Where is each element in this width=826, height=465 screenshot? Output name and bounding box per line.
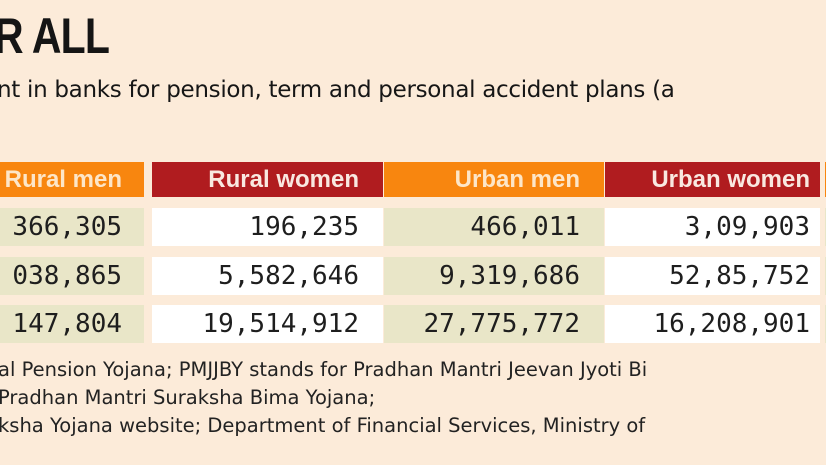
table-cell: 038,865 [0,257,144,295]
footnote-line: Pradhan Mantri Suraksha Bima Yojana; [0,386,376,409]
header-urban-women: Urban women [605,162,820,197]
subtitle: nt in banks for pension, term and person… [0,77,675,103]
table-cell: 196,235 [152,208,383,246]
header-urban-men: Urban men [384,162,604,197]
headline: R ALL [0,8,110,64]
table-cell: 5,582,646 [152,257,383,295]
header-rural-women: Rural women [152,162,383,197]
table-cell: 16,208,901 [605,305,820,343]
table-cell: 147,804 [0,305,144,343]
table-cell: 9,319,686 [384,257,604,295]
table-cell: 3,09,903 [605,208,820,246]
header-rural-men: Rural men [0,162,144,197]
table-cell: 366,305 [0,208,144,246]
source-line: ksha Yojana website; Department of Finan… [0,414,646,437]
table-cell: 27,775,772 [384,305,604,343]
table-cell: 52,85,752 [605,257,820,295]
footnotes: al Pension Yojana; PMJJBY stands for Pra… [0,356,647,440]
table-cell: 19,514,912 [152,305,383,343]
table-cell: 466,011 [384,208,604,246]
footnote-line: al Pension Yojana; PMJJBY stands for Pra… [0,358,648,381]
